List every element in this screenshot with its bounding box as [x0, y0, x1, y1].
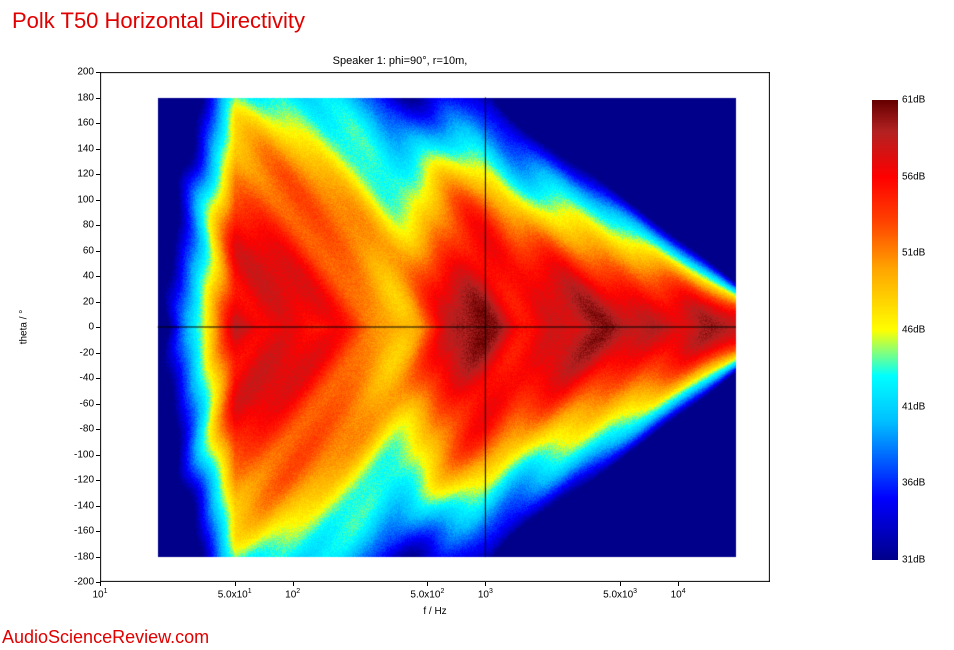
x-tick-label: 5.0x101 [218, 588, 252, 600]
colorbar-tick-label: 61dB [902, 95, 925, 106]
y-tick-label: 40 [83, 271, 94, 282]
x-axis-label: f / Hz [423, 606, 446, 617]
x-axis: f / Hz 1015.0x1011025.0x1021035.0x103104 [100, 582, 770, 632]
x-tick-mark [678, 582, 679, 586]
y-tick-label: -180 [74, 551, 94, 562]
colorbar-tick-label: 56dB [902, 171, 925, 182]
colorbar-canvas [872, 100, 898, 560]
y-tick-mark [96, 327, 100, 328]
x-tick-mark [293, 582, 294, 586]
y-tick-label: 60 [83, 245, 94, 256]
y-tick-label: -100 [74, 449, 94, 460]
crosshair-overlay [100, 72, 770, 582]
x-tick-label: 5.0x102 [410, 588, 444, 600]
y-tick-mark [96, 98, 100, 99]
y-tick-mark [96, 506, 100, 507]
x-tick-label: 104 [671, 588, 686, 600]
y-tick-mark [96, 353, 100, 354]
y-tick-label: -60 [80, 398, 94, 409]
y-tick-mark [96, 378, 100, 379]
y-tick-label: 160 [77, 118, 94, 129]
y-tick-mark [96, 557, 100, 558]
y-tick-label: -20 [80, 347, 94, 358]
y-tick-mark [96, 404, 100, 405]
x-tick-mark [100, 582, 101, 586]
y-tick-mark [96, 123, 100, 124]
colorbar-tick-label: 46dB [902, 325, 925, 336]
y-tick-label: -120 [74, 475, 94, 486]
x-tick-label: 5.0x103 [603, 588, 637, 600]
y-tick-label: 200 [77, 67, 94, 78]
colorbar-tick-label: 31dB [902, 555, 925, 566]
y-tick-label: 100 [77, 194, 94, 205]
x-tick-label: 102 [285, 588, 300, 600]
y-tick-label: 80 [83, 220, 94, 231]
y-tick-mark [96, 174, 100, 175]
y-axis-label: theta / ° [19, 310, 30, 345]
y-tick-mark [96, 302, 100, 303]
y-tick-mark [96, 480, 100, 481]
y-tick-mark [96, 225, 100, 226]
chart-title: Polk T50 Horizontal Directivity [12, 8, 305, 34]
y-tick-mark [96, 455, 100, 456]
x-tick-label: 101 [92, 588, 107, 600]
y-tick-mark [96, 531, 100, 532]
colorbar-tick-label: 36dB [902, 478, 925, 489]
y-tick-mark [96, 149, 100, 150]
y-tick-label: -160 [74, 526, 94, 537]
y-tick-mark [96, 276, 100, 277]
y-tick-label: 0 [88, 322, 94, 333]
colorbar-tick-label: 51dB [902, 248, 925, 259]
y-tick-mark [96, 429, 100, 430]
y-tick-label: -80 [80, 424, 94, 435]
y-tick-mark [96, 200, 100, 201]
y-tick-label: -40 [80, 373, 94, 384]
y-tick-mark [96, 251, 100, 252]
y-tick-mark [96, 72, 100, 73]
y-tick-label: 120 [77, 169, 94, 180]
watermark-text: AudioScienceReview.com [2, 627, 209, 648]
x-tick-mark [620, 582, 621, 586]
colorbar: 31dB36dB41dB46dB51dB56dB61dB [872, 100, 898, 560]
y-tick-label: -200 [74, 577, 94, 588]
y-tick-label: 180 [77, 92, 94, 103]
y-tick-label: 140 [77, 143, 94, 154]
chart-subtitle: Speaker 1: phi=90°, r=10m, [0, 55, 800, 67]
x-tick-label: 103 [478, 588, 493, 600]
y-tick-label: 20 [83, 296, 94, 307]
x-tick-mark [427, 582, 428, 586]
chart-container: Polk T50 Horizontal Directivity Speaker … [0, 0, 954, 650]
colorbar-tick-label: 41dB [902, 401, 925, 412]
heatmap-plot [100, 72, 770, 582]
y-tick-label: -140 [74, 500, 94, 511]
x-tick-mark [235, 582, 236, 586]
y-axis: theta / ° -20 0 -180 -160 -140 -120 -100 -80 -60… [0, 72, 100, 582]
x-tick-mark [485, 582, 486, 586]
